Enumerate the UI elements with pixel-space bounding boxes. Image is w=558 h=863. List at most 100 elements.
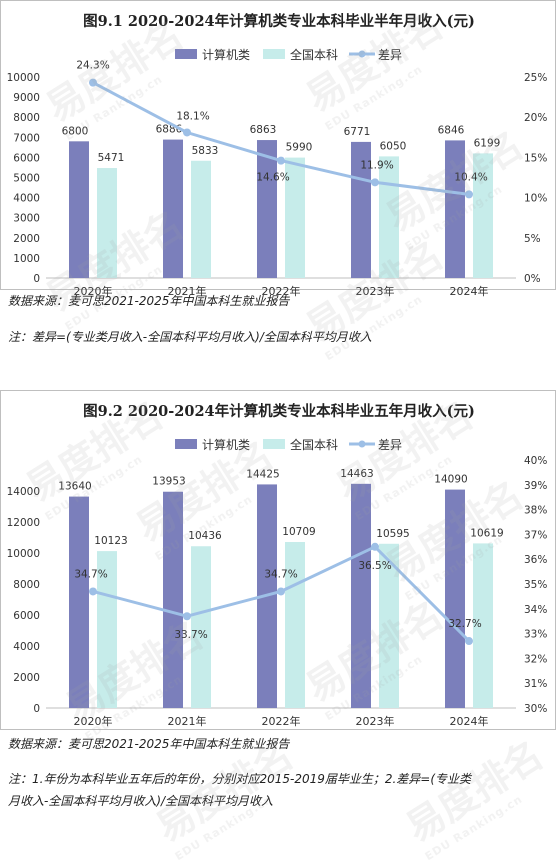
data-label: 5471 xyxy=(98,152,125,164)
data-label: 14425 xyxy=(246,468,279,480)
y-tick-label: 4000 xyxy=(13,641,40,653)
data-label: 14463 xyxy=(340,468,373,480)
data-label: 10709 xyxy=(282,526,315,538)
line-point xyxy=(371,178,379,187)
data-label: 5833 xyxy=(192,145,219,157)
chart-title: 图9.2 2020-2024年计算机类专业本科毕业五年月收入(元) xyxy=(83,403,475,420)
x-tick-label: 2024年 xyxy=(450,714,489,728)
chart-note-line: 月收入-全国本科平均月收入)/全国本科平均月收入 xyxy=(8,794,274,808)
data-label: 10619 xyxy=(470,527,503,539)
data-label: 13640 xyxy=(58,481,91,493)
legend-entry: 差异 xyxy=(378,438,402,452)
y-tick-label: 10000 xyxy=(7,72,40,84)
y-tick-label: 6000 xyxy=(13,610,40,622)
legend-entry: 全国本科 xyxy=(290,437,338,452)
chart-1-svg: 计算机类 全国本科 差异 0 1000 2000 3000 4000 5000 6000 7000 8… xyxy=(7,47,548,298)
bar-national xyxy=(473,543,493,708)
x-tick-label: 2024年 xyxy=(450,284,489,298)
x-tick-label: 2023年 xyxy=(356,714,395,728)
line-point xyxy=(183,612,191,621)
line-point xyxy=(465,190,473,199)
y2-tick-label: 0% xyxy=(524,273,541,285)
bar-national xyxy=(191,160,211,278)
y-tick-label: 7000 xyxy=(13,132,40,144)
data-label: 32.7% xyxy=(448,618,481,630)
bar-computer xyxy=(351,141,371,278)
line-point xyxy=(277,156,285,165)
line-point xyxy=(89,78,97,87)
y-tick-label: 2000 xyxy=(13,672,40,684)
legend-swatch xyxy=(263,49,285,59)
legend-swatch xyxy=(263,439,285,449)
data-label: 18.1% xyxy=(176,110,209,122)
legend-entry: 计算机类 xyxy=(202,47,250,62)
bar-computer xyxy=(163,491,183,708)
chart-source: 数据来源：麦可思2021-2025年中国本科生就业报告 xyxy=(8,737,290,751)
bar-national xyxy=(379,543,399,708)
y2-tick-label: 34% xyxy=(524,604,547,616)
line-point xyxy=(371,542,379,551)
chart-2-svg: 计算机类 全国本科 差异 0 2000 4000 6000 8000 10000 12000 140… xyxy=(7,437,548,728)
chart-note-line: 注：1.年份为本科毕业五年后的年份，分别对应2015-2019届毕业生；2.差异… xyxy=(8,772,472,786)
y-tick-label: 9000 xyxy=(13,92,40,104)
y-tick-label: 5000 xyxy=(13,173,40,185)
data-label: 36.5% xyxy=(358,560,391,572)
legend-entry: 差异 xyxy=(378,48,402,62)
y2-tick-label: 25% xyxy=(524,72,547,84)
bar-computer xyxy=(445,489,465,708)
line-point xyxy=(465,637,473,646)
data-label: 33.7% xyxy=(174,629,207,641)
x-tick-label: 2022年 xyxy=(262,284,301,298)
y2-tick-label: 39% xyxy=(524,480,547,492)
y2-tick-label: 38% xyxy=(524,505,547,517)
x-tick-label: 2020年 xyxy=(74,714,113,728)
bar-computer xyxy=(351,483,371,708)
bar-national xyxy=(285,157,305,278)
data-label: 24.3% xyxy=(76,60,109,72)
y2-tick-label: 15% xyxy=(524,152,547,164)
data-label: 6199 xyxy=(474,137,501,149)
y-tick-label: 14000 xyxy=(7,486,40,498)
y2-tick-label: 5% xyxy=(524,233,541,245)
chart-source: 数据来源：麦可思2021-2025年中国本科生就业报告 xyxy=(8,294,290,308)
bar-computer xyxy=(445,140,465,278)
y2-tick-label: 10% xyxy=(524,193,547,205)
data-label: 14090 xyxy=(434,474,467,486)
data-label: 6800 xyxy=(62,125,89,137)
x-tick-label: 2021年 xyxy=(168,714,207,728)
data-label: 11.9% xyxy=(360,159,393,171)
bar-national xyxy=(285,542,305,708)
chart-panel-1: 图9.1 2020-2024年计算机类专业本科毕业半年月收入(元) 计算机类 全国… xyxy=(0,0,558,360)
y2-tick-label: 32% xyxy=(524,653,547,665)
chart-legend: 计算机类 全国本科 差异 xyxy=(175,437,402,452)
y-tick-label: 1000 xyxy=(13,253,40,265)
y-tick-label: 12000 xyxy=(7,517,40,529)
y-tick-label: 10000 xyxy=(7,548,40,560)
line-point xyxy=(89,587,97,596)
chart-legend: 计算机类 全国本科 差异 xyxy=(175,47,402,62)
bar-national xyxy=(97,168,117,278)
chart-panel-2: 图9.2 2020-2024年计算机类专业本科毕业五年月收入(元) 计算机类 全国… xyxy=(0,390,558,847)
legend-entry: 全国本科 xyxy=(290,47,338,62)
y2-tick-label: 37% xyxy=(524,529,547,541)
y-tick-label: 3000 xyxy=(13,213,40,225)
chart-title: 图9.1 2020-2024年计算机类专业本科毕业半年月收入(元) xyxy=(83,13,475,30)
chart-frame xyxy=(0,390,556,730)
data-label: 6863 xyxy=(250,124,277,136)
y-tick-label: 2000 xyxy=(13,233,40,245)
y2-tick-label: 20% xyxy=(524,112,547,124)
y-tick-label: 0 xyxy=(33,273,40,285)
y-tick-label: 8000 xyxy=(13,112,40,124)
legend-swatch xyxy=(358,440,366,448)
x-tick-label: 2022年 xyxy=(262,714,301,728)
bar-national xyxy=(97,551,117,708)
data-label: 13953 xyxy=(152,476,185,488)
data-label: 10595 xyxy=(376,528,409,540)
data-label: 6771 xyxy=(344,126,371,138)
chart-frame xyxy=(0,0,556,290)
y-tick-label: 8000 xyxy=(13,579,40,591)
x-tick-label: 2021年 xyxy=(168,284,207,298)
y-tick-label: 6000 xyxy=(13,152,40,164)
data-label: 10436 xyxy=(188,530,222,542)
y2-tick-label: 31% xyxy=(524,678,547,690)
